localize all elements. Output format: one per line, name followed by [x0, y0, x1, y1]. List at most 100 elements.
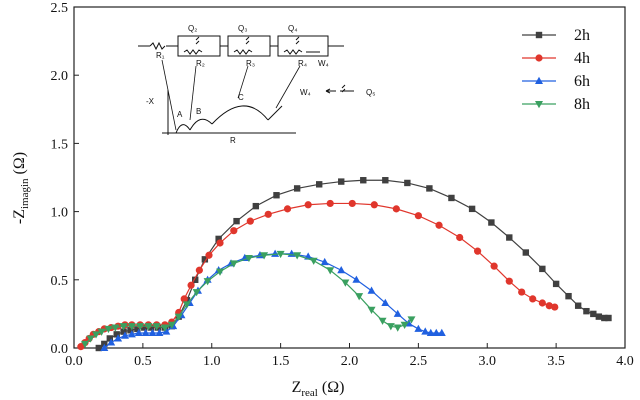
inset-label: A: [177, 110, 183, 119]
data-point: [574, 302, 582, 309]
data-point: [304, 201, 312, 209]
data-point: [136, 323, 145, 331]
data-point: [107, 338, 116, 346]
data-point: [111, 324, 120, 332]
data-point: [100, 343, 109, 351]
data-point: [167, 321, 176, 330]
inset-label: C: [238, 93, 244, 102]
data-point: [518, 288, 526, 296]
data-point: [426, 185, 433, 192]
resistor-r2: [183, 49, 203, 55]
legend-marker: [535, 101, 543, 109]
data-point: [95, 344, 102, 352]
inset-label: R: [230, 136, 236, 145]
data-point: [522, 249, 530, 256]
data-point: [601, 314, 608, 322]
data-point: [92, 331, 101, 339]
data-point: [488, 219, 495, 226]
data-point: [192, 276, 199, 283]
data-point: [341, 279, 350, 287]
y-tick-label: 2.5: [51, 1, 69, 16]
data-point: [309, 257, 318, 265]
data-point: [119, 323, 128, 331]
data-point: [370, 201, 378, 209]
data-point: [252, 202, 260, 210]
data-point: [414, 212, 422, 220]
data-point: [264, 210, 272, 218]
legend-marker: [535, 76, 543, 84]
legend: 2h 4h 6h 8h: [522, 27, 590, 113]
x-tick-label: 1.5: [272, 354, 290, 369]
inset-label: Q₅: [366, 88, 375, 97]
inset-label: R₂: [196, 59, 205, 68]
data-point: [141, 324, 148, 331]
data-point: [155, 328, 164, 336]
data-point: [414, 324, 423, 332]
data-point: [468, 205, 476, 213]
data-point: [551, 303, 559, 311]
legend-label: 4h: [574, 50, 590, 67]
data-point: [474, 247, 482, 255]
inset-label: -X: [146, 97, 155, 106]
data-point: [435, 221, 443, 229]
data-point: [360, 177, 367, 184]
data-point: [552, 280, 560, 288]
resistor-r4: [283, 49, 303, 55]
inset-label: R₃: [246, 59, 255, 68]
data-point: [182, 301, 191, 309]
data-point: [583, 307, 590, 315]
data-point: [545, 302, 553, 310]
data-point: [160, 324, 169, 332]
data-point: [426, 328, 435, 336]
data-point: [382, 177, 389, 184]
data-point: [293, 252, 302, 260]
data-point: [407, 316, 416, 324]
data-point: [392, 205, 400, 213]
legend-label: 2h: [574, 27, 590, 44]
data-point: [276, 250, 285, 259]
data-point: [393, 324, 402, 332]
inset-labels: Q₂ Q₃ Q₄ R₁ R₂ R₃ R₄ W₄ -X A B C R W₄ Q₅: [146, 24, 375, 145]
data-point: [174, 313, 183, 321]
data-point: [195, 266, 203, 274]
data-point: [162, 327, 171, 335]
series-line: [103, 253, 442, 349]
data-point: [315, 181, 323, 188]
x-tick-label: 0.5: [134, 354, 152, 369]
x-axis-title: Zreal (Ω): [292, 379, 345, 399]
data-point: [506, 234, 513, 241]
inset-label: W₄: [318, 59, 329, 68]
data-point: [97, 328, 106, 336]
x-tick-label: 0.0: [65, 354, 83, 369]
data-point: [144, 323, 153, 331]
data-point: [260, 252, 269, 260]
data-point: [605, 314, 612, 322]
y-tick-label: 2.0: [51, 69, 69, 84]
equivalent-circuit-inset: [138, 35, 354, 135]
legend-item: 2h: [522, 27, 590, 44]
data-point: [215, 235, 222, 243]
data-point: [326, 267, 335, 275]
data-point: [386, 323, 395, 331]
data-point: [348, 199, 356, 208]
data-point: [565, 292, 572, 300]
data-point: [381, 298, 390, 306]
y-tick-label: 1.5: [51, 137, 69, 152]
legend-marker: [535, 31, 543, 39]
inset-label: Q₄: [288, 24, 298, 33]
data-point: [437, 328, 446, 336]
y-tick-label: 0.0: [51, 342, 69, 357]
data-point: [505, 277, 513, 285]
data-point: [106, 335, 114, 342]
data-point: [192, 289, 201, 297]
data-point: [148, 328, 157, 336]
inset-arc-a: [175, 124, 191, 134]
data-point: [393, 309, 402, 317]
inset-label: W₄: [300, 88, 311, 97]
data-point: [338, 178, 345, 185]
data-point: [355, 293, 364, 301]
data-point: [367, 286, 376, 294]
data-point: [283, 205, 292, 213]
data-point: [86, 335, 95, 343]
legend-item: 4h: [522, 50, 590, 67]
